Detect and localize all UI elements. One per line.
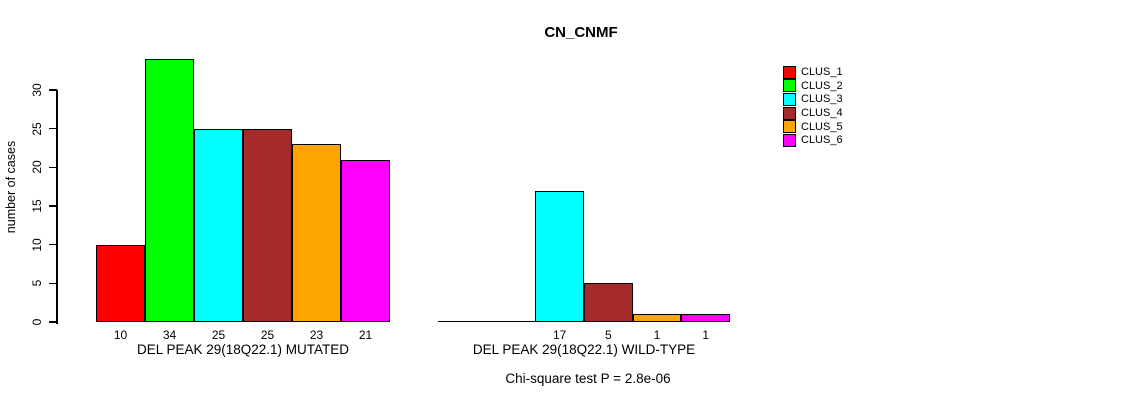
bar-clus_6-group2 [681, 314, 730, 322]
legend-label-clus_1: CLUS_1 [801, 66, 843, 79]
bar-clus_3-group2 [535, 190, 584, 322]
xlabel-mutated: DEL PEAK 29(18Q22.1) MUTATED [136, 341, 350, 357]
y-tick-mark [49, 127, 57, 130]
y-tick-label: 0 [29, 318, 44, 326]
bar-value-label: 21 [358, 327, 373, 342]
y-tick-label: 15 [29, 199, 44, 213]
y-tick-label: 20 [29, 160, 44, 175]
legend-label-clus_2: CLUS_2 [801, 79, 843, 92]
zero-bar-clus_1-group2 [438, 320, 487, 322]
y-tick-mark [49, 205, 57, 207]
legend-swatch-clus_1 [783, 65, 796, 79]
bar-value-label: 25 [211, 327, 226, 342]
y-tick-label: 10 [29, 237, 44, 252]
y-tick-mark [49, 166, 57, 169]
y-axis-label: number of cases [4, 140, 18, 234]
bar-value-label: 23 [309, 327, 324, 342]
bar-clus_6-group1 [341, 159, 390, 322]
legend-swatch-clus_6 [783, 133, 796, 147]
bar-value-label: 10 [113, 327, 128, 342]
legend-swatch-clus_2 [783, 79, 796, 93]
y-tick-mark [49, 89, 57, 91]
chi-square-annotation: Chi-square test P = 2.8e-06 [505, 371, 671, 386]
bar-value-label: 17 [552, 327, 567, 342]
legend-swatch-clus_4 [783, 106, 796, 120]
y-axis-line [56, 90, 58, 324]
bar-value-label: 34 [162, 327, 177, 342]
zero-bar-clus_2-group2 [486, 320, 536, 322]
bar-clus_4-group1 [243, 128, 292, 322]
bar-clus_1-group1 [96, 244, 145, 322]
legend-label-clus_5: CLUS_5 [801, 120, 843, 133]
y-tick-label: 5 [29, 279, 44, 287]
bar-value-label: 1 [702, 327, 710, 342]
bar-clus_4-group2 [584, 283, 633, 322]
bar-clus_5-group2 [632, 314, 682, 322]
bar-clus_3-group1 [194, 128, 243, 322]
y-tick-mark [49, 282, 57, 285]
y-tick-label: 30 [29, 83, 44, 97]
legend-swatch-clus_3 [783, 92, 796, 106]
bar-value-label: 25 [260, 327, 275, 342]
bar-clus_2-group1 [145, 59, 194, 322]
chart-title: CN_CNMF [544, 24, 618, 41]
legend-swatch-clus_5 [783, 120, 796, 134]
y-tick-label: 25 [29, 121, 44, 136]
y-tick-mark [49, 243, 57, 246]
legend-label-clus_3: CLUS_3 [801, 93, 843, 106]
bar-clus_5-group1 [292, 144, 341, 322]
xlabel-wild-type: DEL PEAK 29(18Q22.1) WILD-TYPE [472, 341, 696, 357]
y-tick-mark [49, 321, 57, 323]
legend-label-clus_4: CLUS_4 [801, 107, 843, 119]
bar-value-label: 1 [653, 327, 661, 342]
bar-value-label: 5 [605, 327, 612, 342]
legend-label-clus_6: CLUS_6 [801, 134, 843, 147]
